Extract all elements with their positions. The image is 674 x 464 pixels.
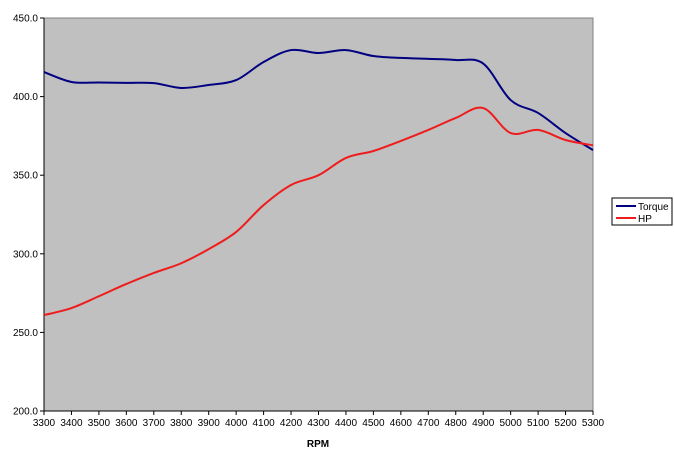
plot-area <box>43 17 594 412</box>
x-tick-label: 4600 <box>390 418 413 429</box>
x-axis: 3300 3400 3500 3600 3700 3800 3900 4000 4100 4200… <box>33 410 605 429</box>
x-tick-label: 5000 <box>500 418 523 429</box>
y-tick-label: 450.0 <box>13 14 38 25</box>
x-tick-label: 4200 <box>280 418 303 429</box>
y-tick-label: 300.0 <box>13 249 38 260</box>
legend-label-torque: Torque <box>638 202 669 213</box>
x-tick-label: 4100 <box>252 418 275 429</box>
x-tick-label: 4400 <box>335 418 358 429</box>
x-tick-label: 3800 <box>170 418 193 429</box>
y-axis: 200.0 250.0 300.0 350.0 400.0 450.0 <box>13 14 45 418</box>
y-tick-label: 250.0 <box>13 328 38 339</box>
y-tick-label: 400.0 <box>13 92 38 103</box>
x-tick-label: 4900 <box>472 418 495 429</box>
legend-label-hp: HP <box>638 214 652 225</box>
x-tick-label: 5200 <box>554 418 577 429</box>
series-line-hp <box>43 106 594 317</box>
x-tick-label: 3400 <box>60 418 83 429</box>
y-tick-label: 200.0 <box>13 407 38 418</box>
series-lines <box>43 48 594 317</box>
y-tick-label: 350.0 <box>13 171 38 182</box>
x-tick-label: 4300 <box>307 418 330 429</box>
x-tick-label: 3500 <box>88 418 111 429</box>
legend-box <box>611 197 673 226</box>
x-tick-label: 5100 <box>527 418 550 429</box>
x-tick-label: 4500 <box>362 418 385 429</box>
x-tick-label: 3700 <box>143 418 166 429</box>
x-tick-label: 5300 <box>582 418 605 429</box>
x-tick-label: 3300 <box>33 418 56 429</box>
x-tick-label: 3600 <box>115 418 138 429</box>
x-tick-label: 4700 <box>417 418 440 429</box>
series-line-torque <box>43 48 594 151</box>
x-tick-label: 4800 <box>445 418 468 429</box>
x-axis-label: RPM <box>307 439 329 450</box>
legend: Torque HP <box>611 197 673 226</box>
x-tick-label: 3900 <box>198 418 221 429</box>
x-tick-label: 4000 <box>225 418 248 429</box>
